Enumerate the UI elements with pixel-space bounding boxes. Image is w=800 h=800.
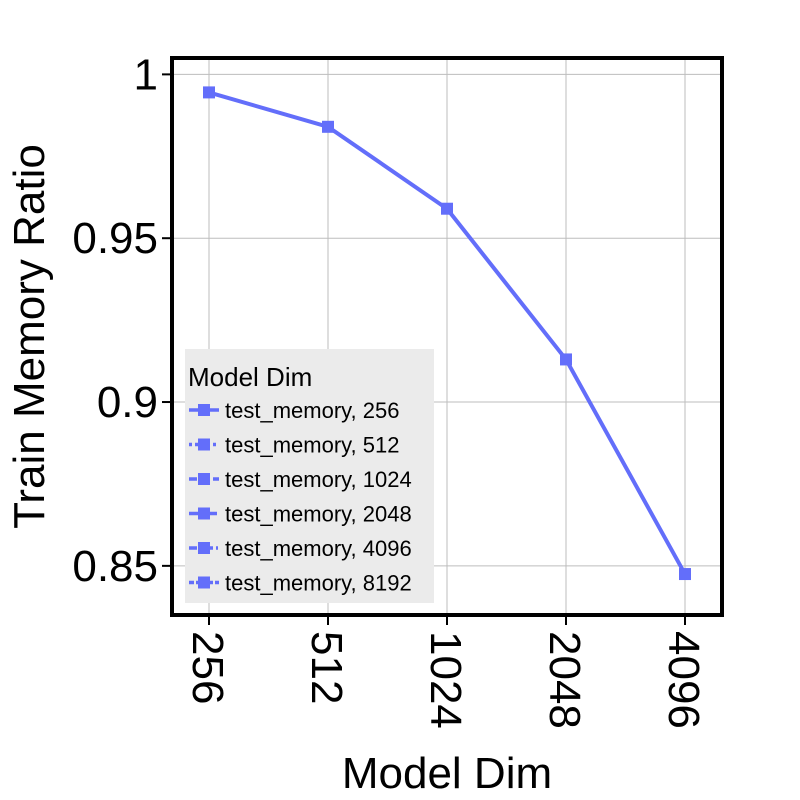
legend-marker [198, 507, 210, 520]
x-tick-label: 512 [302, 631, 351, 704]
y-tick-label: 1 [134, 50, 158, 99]
x-tick-label: 256 [183, 631, 232, 704]
legend-marker [198, 404, 210, 416]
x-tick-label: 1024 [421, 631, 470, 729]
data-point [560, 353, 572, 366]
y-tick-label: 0.9 [97, 378, 158, 427]
data-point [679, 568, 691, 581]
legend-marker [198, 576, 210, 589]
legend: Model Dim test_memory, 256 test_memory, 51… [185, 349, 434, 603]
y-axis-ticks: 0.85 0.9 0.95 1 [72, 50, 172, 591]
legend-entry-label: test_memory, 1024 [225, 467, 412, 492]
legend-entry-label: test_memory, 256 [225, 398, 399, 423]
legend-background [185, 349, 434, 603]
data-point [322, 120, 334, 133]
x-tick-label: 2048 [540, 631, 589, 729]
legend-entry-label: test_memory, 4096 [225, 536, 412, 561]
legend-title: Model Dim [188, 362, 312, 392]
legend-marker [198, 438, 210, 451]
y-tick-label: 0.95 [72, 214, 158, 263]
x-axis-label: Model Dim [342, 749, 552, 798]
legend-entry-label: test_memory, 2048 [225, 502, 412, 527]
legend-marker [198, 473, 210, 485]
legend-entry-label: test_memory, 512 [225, 433, 399, 458]
x-axis-ticks: 256 512 1024 2048 4096 [183, 615, 708, 729]
data-point [441, 202, 453, 215]
legend-entry-label: test_memory, 8192 [225, 571, 412, 596]
x-tick-label: 4096 [659, 631, 708, 729]
data-point [203, 86, 215, 99]
legend-marker [198, 542, 210, 554]
y-tick-label: 0.85 [72, 542, 158, 591]
series-layer [203, 86, 691, 581]
y-axis-label: Train Memory Ratio [5, 144, 54, 529]
